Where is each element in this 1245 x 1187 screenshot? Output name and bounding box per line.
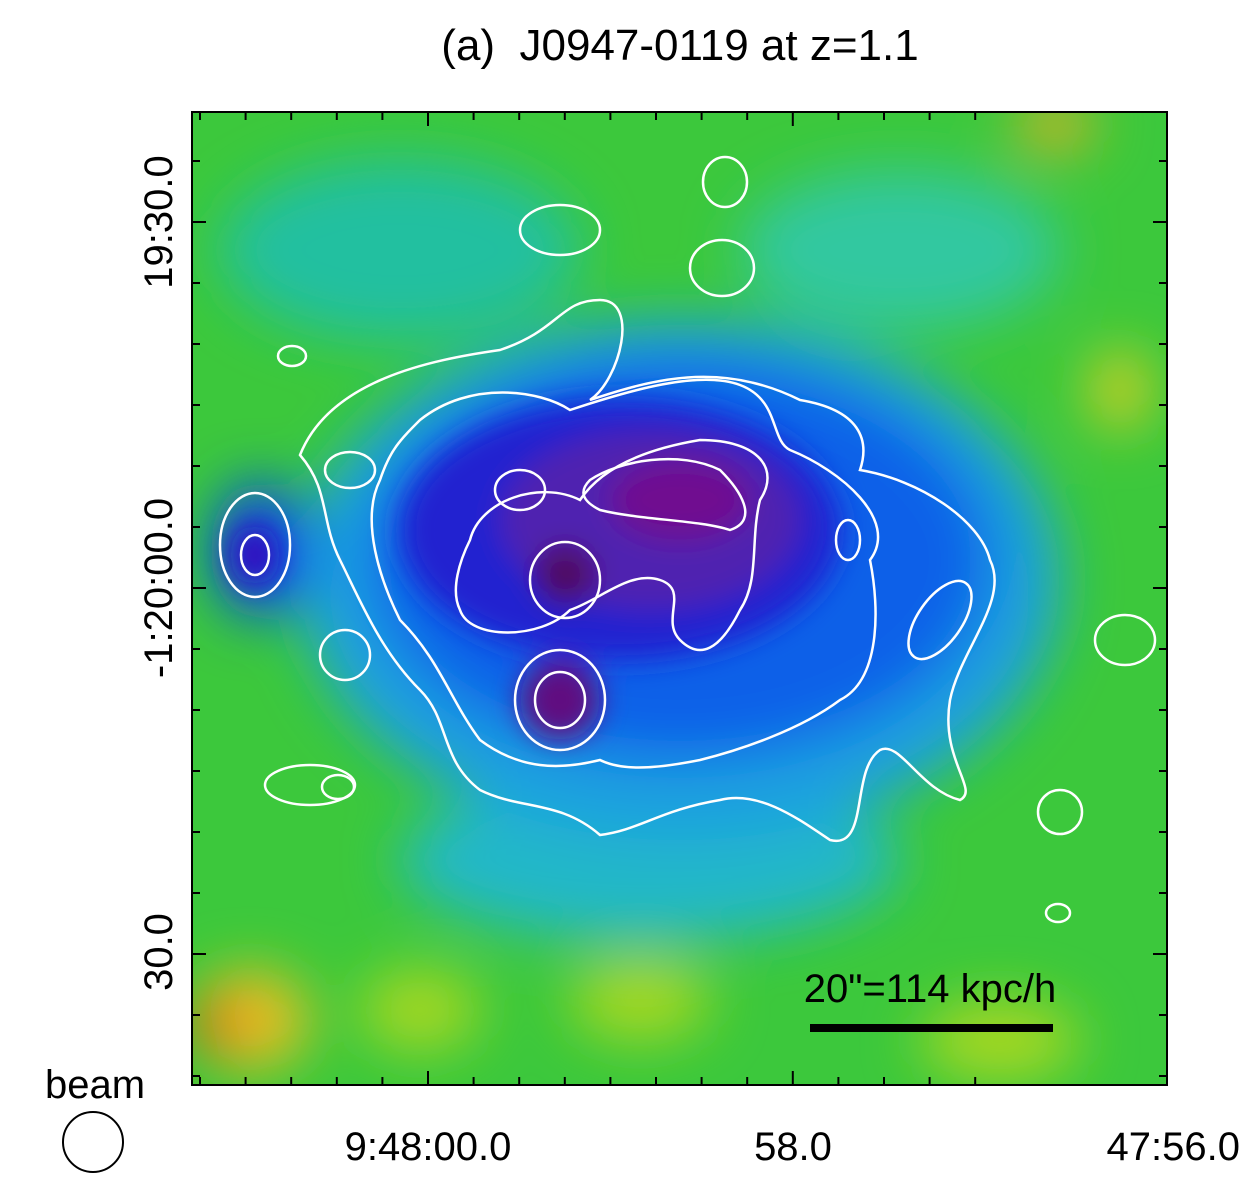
beam-circle bbox=[62, 1111, 124, 1173]
y-tick-label: 19:30.0 bbox=[137, 155, 181, 288]
frame bbox=[191, 111, 1168, 1086]
contours bbox=[218, 155, 1157, 924]
scale-bar bbox=[810, 1024, 1053, 1032]
y-tick-label: -1:20:00.0 bbox=[137, 498, 181, 678]
axis-ticks bbox=[192, 112, 1167, 1085]
beam-label: beam bbox=[45, 1063, 145, 1107]
y-tick-label: 30.0 bbox=[137, 913, 181, 991]
x-tick-label: 9:48:00.0 bbox=[345, 1125, 512, 1169]
x-tick-label: 58.0 bbox=[754, 1125, 832, 1169]
title: (a) J0947-0119 at z=1.1 bbox=[441, 21, 918, 70]
sky-map bbox=[192, 112, 1167, 1085]
x-tick-label: 47:56.0 bbox=[1107, 1125, 1240, 1169]
scale-bar-label: 20"=114 kpc/h bbox=[804, 967, 1057, 1011]
